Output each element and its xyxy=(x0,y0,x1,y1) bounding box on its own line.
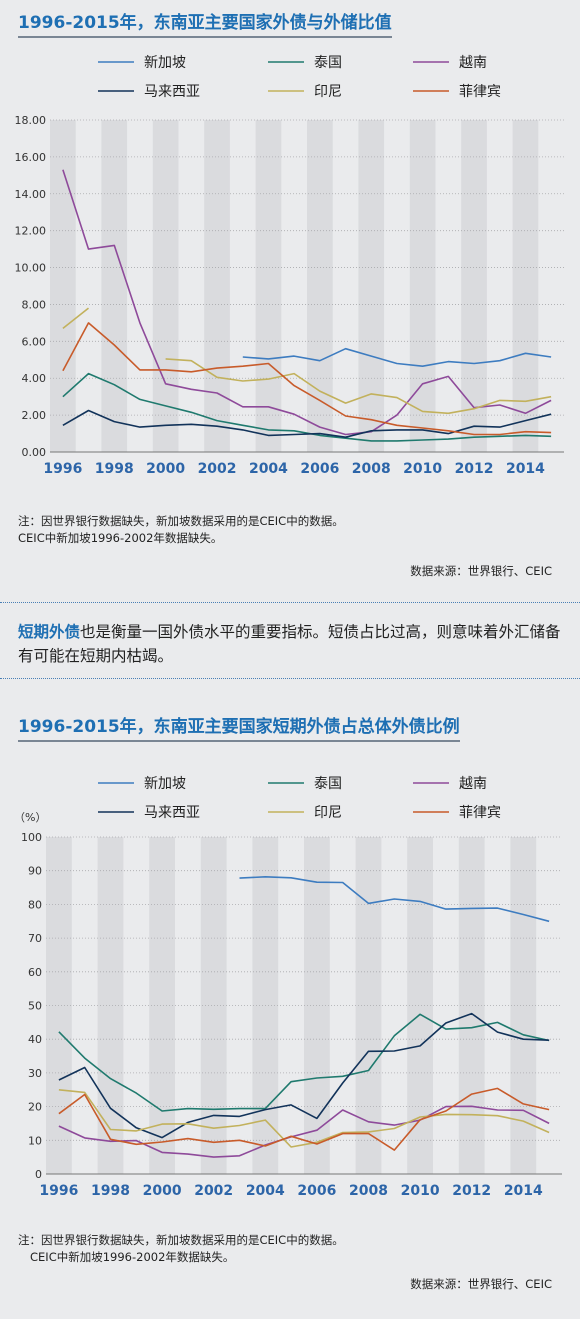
section-divider-1 xyxy=(0,602,580,603)
series-line xyxy=(58,1013,550,1112)
chart2-title: 1996-2015年，东南亚主要国家短期外债占总体外债比例 xyxy=(18,712,460,742)
year-band xyxy=(512,120,539,452)
series-line xyxy=(62,307,89,330)
legend-label: 马来西亚 xyxy=(144,805,200,821)
chart1-title: 1996-2015年，东南亚主要国家外债与外储比值 xyxy=(18,8,392,38)
x-tick-label: 2010 xyxy=(401,1183,440,1199)
y-tick-label: 30 xyxy=(28,1067,42,1080)
chart2-note-1: 注：因世界银行数据缺失，新加坡数据采用的是CEIC中的数据。 xyxy=(18,1233,344,1247)
paragraph-text: 也是衡量一国外债水平的重要指标。短债占比过高，则意味着外汇储备有可能在短期内枯竭… xyxy=(18,623,561,665)
series-line xyxy=(62,409,552,439)
legend-label: 印尼 xyxy=(314,84,342,100)
y-tick-label: 40 xyxy=(28,1033,42,1046)
y-tick-label: 14.00 xyxy=(15,188,47,201)
chart2-source: 数据来源：世界银行、CEIC xyxy=(410,1277,552,1291)
series-line xyxy=(58,1105,550,1158)
x-tick-label: 1998 xyxy=(95,461,134,477)
y-tick-label: 12.00 xyxy=(15,225,47,238)
x-tick-label: 2006 xyxy=(297,1183,336,1199)
series-line xyxy=(58,1089,550,1148)
y-tick-label: 16.00 xyxy=(15,151,47,164)
y-tick-label: 90 xyxy=(28,865,42,878)
year-band xyxy=(307,120,333,452)
legend-label: 新加坡 xyxy=(144,776,186,792)
year-band xyxy=(407,837,433,1174)
legend-label: 越南 xyxy=(459,776,487,792)
year-band xyxy=(149,837,175,1174)
year-band xyxy=(255,120,282,452)
y-tick-label: 60 xyxy=(28,966,42,979)
legend-label: 泰国 xyxy=(314,55,342,71)
legend-label: 菲律宾 xyxy=(459,805,501,821)
y-tick-label: 0.00 xyxy=(22,446,47,459)
y-tick-label: 6.00 xyxy=(22,335,47,348)
x-tick-label: 2008 xyxy=(352,461,391,477)
x-tick-label: 2012 xyxy=(452,1183,491,1199)
y-tick-label: 100 xyxy=(21,831,42,844)
series-line xyxy=(239,876,550,923)
series-line xyxy=(62,372,552,442)
series-line xyxy=(62,169,552,436)
legend-label: 菲律宾 xyxy=(459,84,501,100)
x-tick-label: 2014 xyxy=(506,461,545,477)
series-line xyxy=(242,347,552,368)
legend-label: 泰国 xyxy=(314,776,342,792)
year-band xyxy=(458,837,485,1174)
x-tick-label: 1996 xyxy=(43,461,82,477)
paragraph-highlight: 短期外债 xyxy=(18,623,81,641)
year-band xyxy=(204,120,230,452)
legend-label: 新加坡 xyxy=(144,55,186,71)
x-tick-label: 1996 xyxy=(39,1183,78,1199)
x-tick-label: 2004 xyxy=(249,461,288,477)
x-tick-label: 2008 xyxy=(349,1183,388,1199)
x-tick-label: 2002 xyxy=(194,1183,233,1199)
y-tick-label: 4.00 xyxy=(22,372,47,385)
year-band xyxy=(101,120,128,452)
chart1-note-2: CEIC中新加坡1996-2002年数据缺失。 xyxy=(18,531,223,545)
year-band xyxy=(409,120,436,452)
x-tick-label: 2004 xyxy=(246,1183,285,1199)
y-tick-label: 20 xyxy=(28,1101,42,1114)
year-band xyxy=(200,837,227,1174)
y-tick-label: 0 xyxy=(35,1168,42,1181)
y-tick-label: 80 xyxy=(28,898,42,911)
y-tick-label: 50 xyxy=(28,1000,42,1013)
y-tick-label: 70 xyxy=(28,932,42,945)
year-band xyxy=(152,120,179,452)
legend-label: 越南 xyxy=(459,55,487,71)
x-tick-label: 2000 xyxy=(146,461,185,477)
series-line xyxy=(58,1087,550,1151)
y-tick-label: 10 xyxy=(28,1134,42,1147)
y-tick-label: 18.00 xyxy=(15,114,47,127)
section-divider-2 xyxy=(0,678,580,679)
chart1-note-1: 注：因世界银行数据缺失，新加坡数据采用的是CEIC中的数据。 xyxy=(18,514,344,528)
y-axis-label: （%） xyxy=(14,811,46,824)
x-tick-label: 2006 xyxy=(300,461,339,477)
intro-paragraph: 短期外债也是衡量一国外债水平的重要指标。短债占比过高，则意味着外汇储备有可能在短… xyxy=(18,620,570,668)
year-band xyxy=(50,120,76,452)
legend-label: 马来西亚 xyxy=(144,84,200,100)
y-tick-label: 2.00 xyxy=(22,409,47,422)
x-tick-label: 2002 xyxy=(198,461,237,477)
y-tick-label: 8.00 xyxy=(22,298,47,311)
legend-label: 印尼 xyxy=(314,805,342,821)
y-tick-label: 10.00 xyxy=(15,262,47,275)
series-line xyxy=(62,322,552,436)
x-tick-label: 2010 xyxy=(403,461,442,477)
x-tick-label: 2012 xyxy=(455,461,494,477)
year-band xyxy=(358,120,385,452)
x-tick-label: 2014 xyxy=(504,1183,543,1199)
x-tick-label: 1998 xyxy=(91,1183,130,1199)
chart2-note-2: CEIC中新加坡1996-2002年数据缺失。 xyxy=(30,1250,235,1264)
chart1-source: 数据来源：世界银行、CEIC xyxy=(410,564,552,578)
x-tick-label: 2000 xyxy=(143,1183,182,1199)
series-line xyxy=(165,358,552,415)
year-band xyxy=(461,120,487,452)
